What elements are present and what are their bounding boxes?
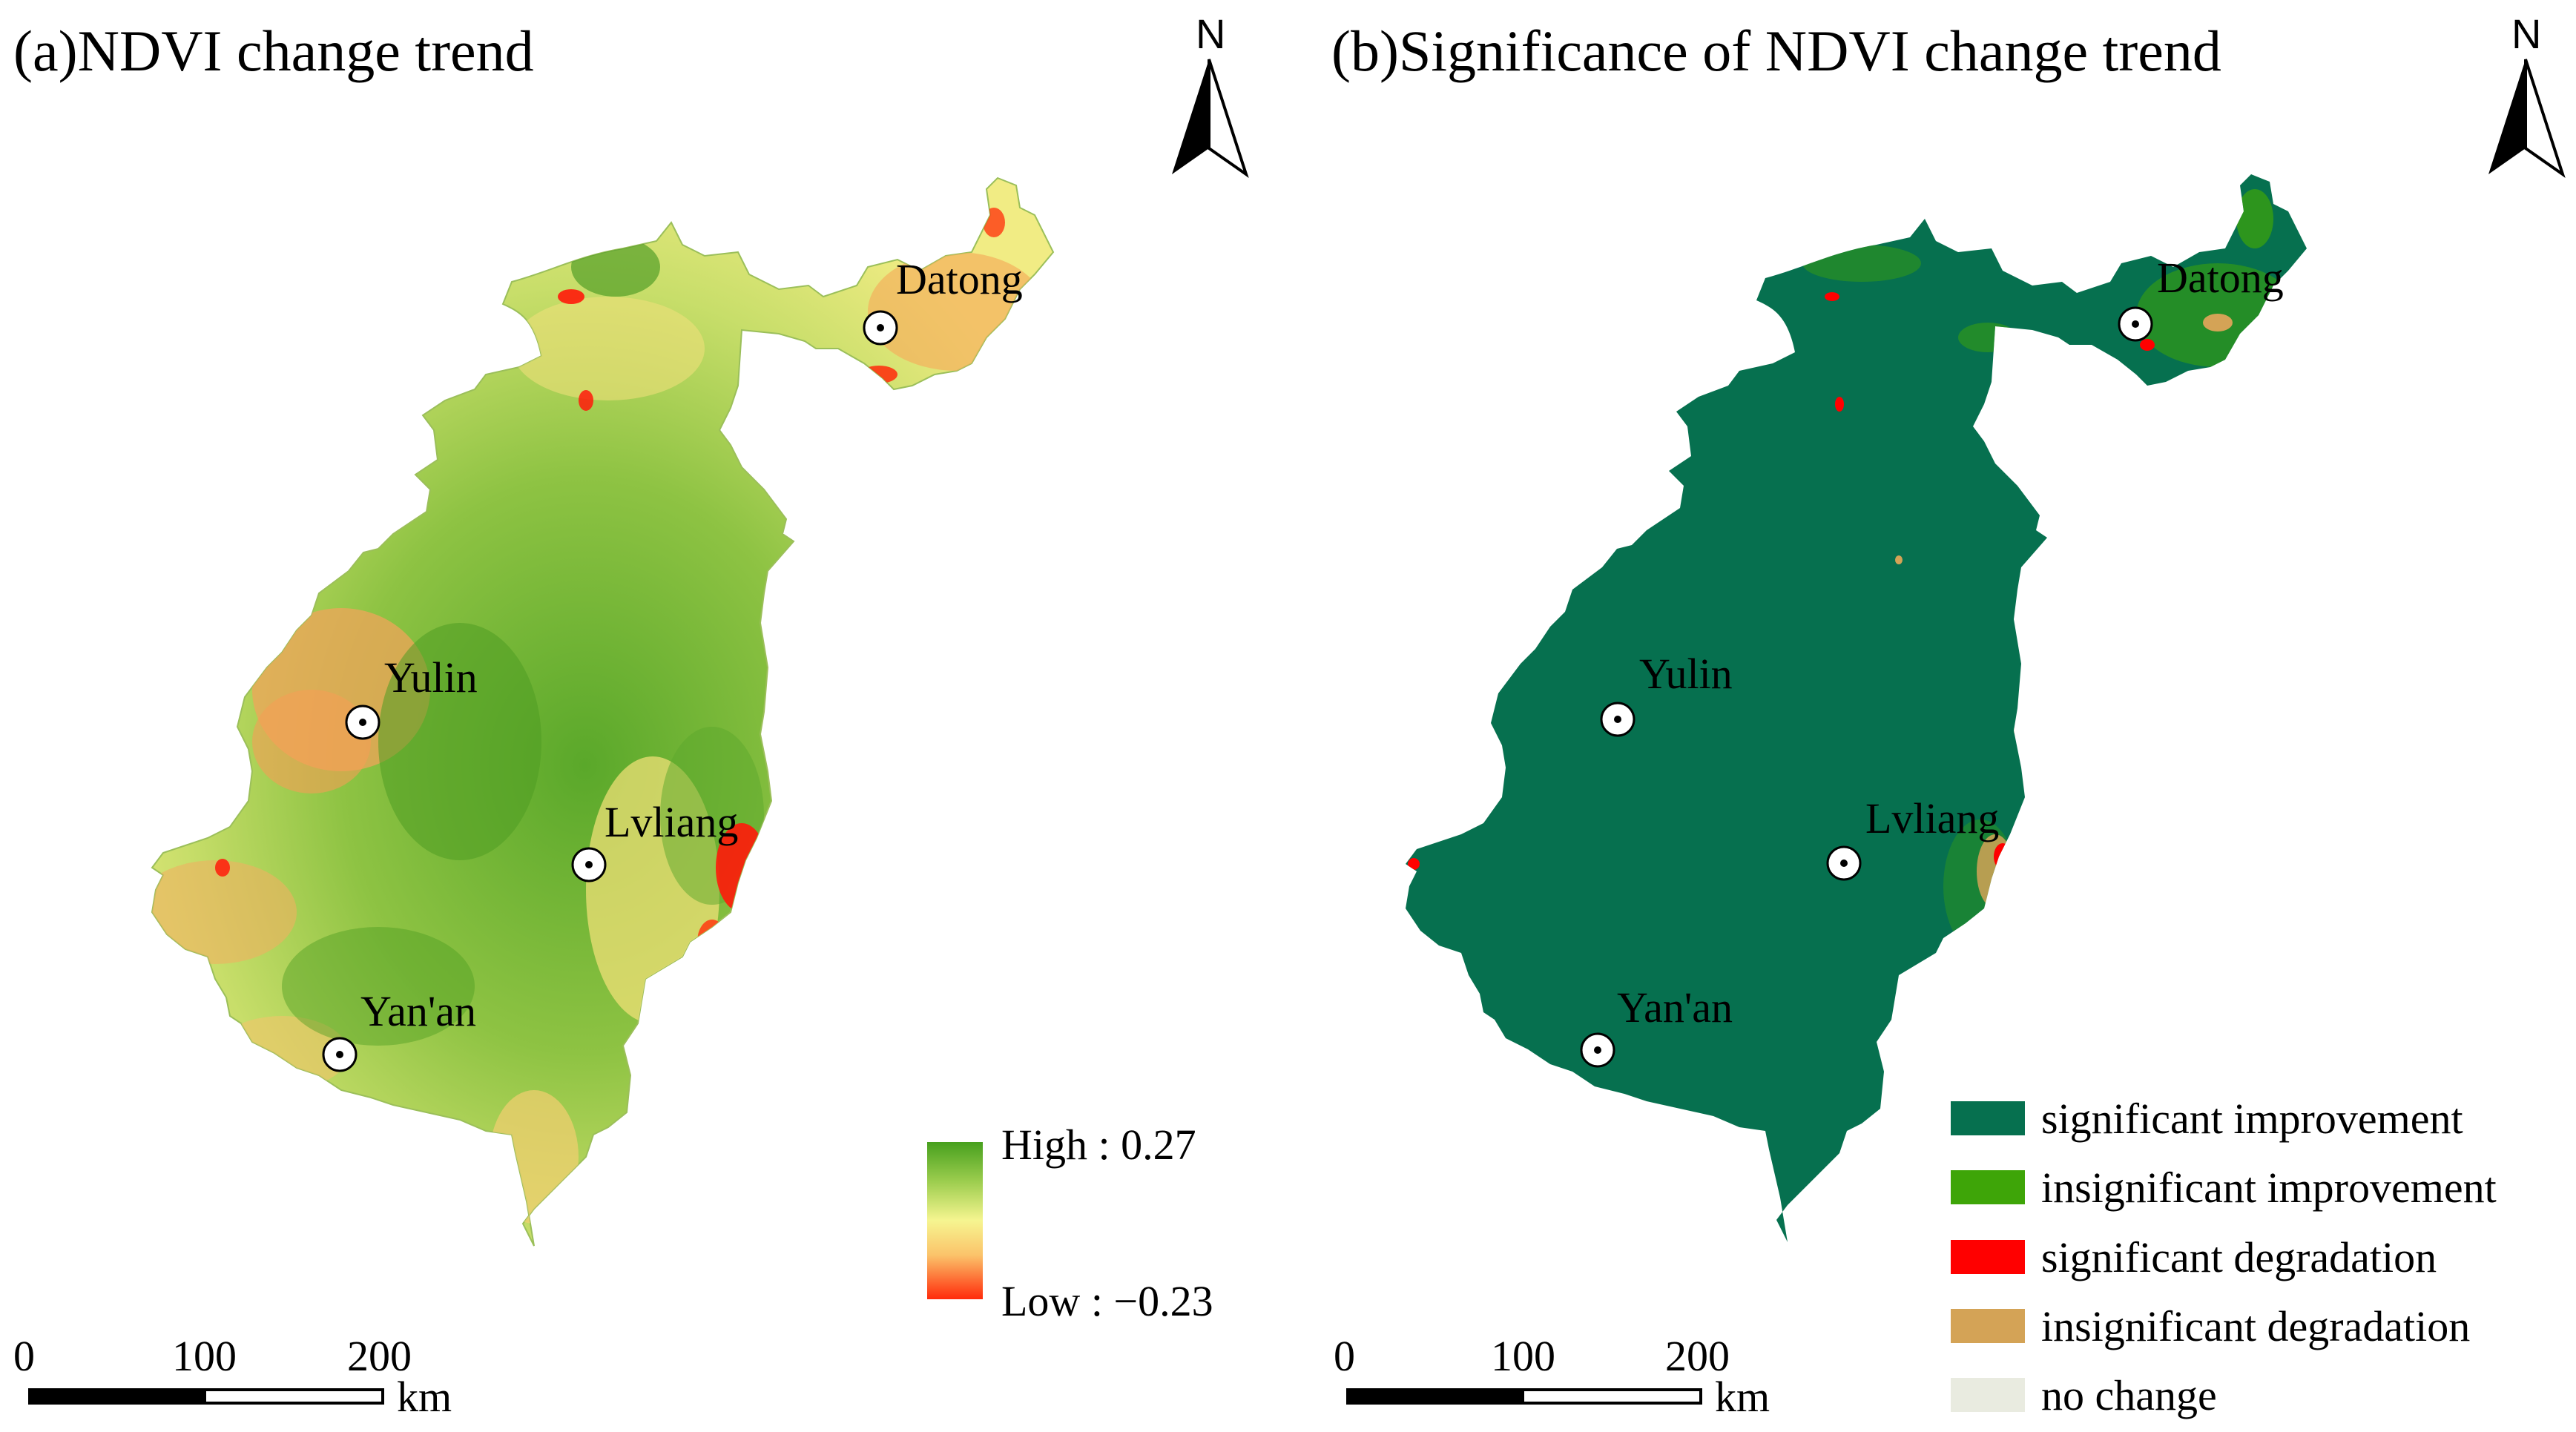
ndvi-trend-map [151,177,1054,1247]
city-label-yanan: Yan'an [360,987,477,1035]
city-label-yulin: Yulin [384,653,478,702]
scale-unit: km [1715,1373,1770,1421]
city-marker-icon [1600,702,1635,737]
city-label-lvliang: Lvliang [605,798,739,846]
city-marker-icon [1580,1032,1615,1068]
significance-map [1406,174,2307,1242]
legend-label: significant improvement [2041,1095,2463,1143]
city-marker-icon [345,705,381,740]
scale-unit: km [397,1373,452,1421]
legend-label: no change [2041,1371,2217,1419]
city-label-datong: Datong [896,255,1023,303]
scale-tick-0: 0 [13,1332,35,1380]
scale-bar [1346,1388,1702,1405]
city-label-lvliang: Lvliang [1865,794,2000,842]
city-marker-icon [571,847,607,882]
north-letter: N [2511,10,2542,57]
legend-swatch-significant-degradation [1951,1240,2025,1274]
city-marker-icon [863,310,898,346]
scale-tick-100: 100 [172,1332,237,1380]
ramp-low-label: Low : −0.23 [1001,1277,1213,1325]
north-letter: N [1196,10,1226,57]
scale-tick-200: 200 [347,1332,412,1380]
ndvi-color-ramp [927,1142,983,1299]
city-label-datong: Datong [2157,254,2284,302]
legend-swatch-significant-improvement [1951,1101,2025,1135]
scale-tick-0: 0 [1334,1332,1355,1380]
legend-label: insignificant improvement [2041,1164,2497,1212]
ramp-high-label: High : 0.27 [1001,1121,1196,1169]
city-marker-icon [322,1037,358,1072]
scale-tick-100: 100 [1491,1332,1555,1380]
panel-a-title: (a)NDVI change trend [13,19,534,83]
north-arrow-icon [1172,59,1249,179]
north-arrow-icon [2488,59,2566,179]
city-label-yulin: Yulin [1639,650,1733,698]
legend-label: significant degradation [2041,1233,2437,1281]
panel-b-title: (b)Significance of NDVI change trend [1331,19,2221,83]
scale-bar [28,1388,384,1405]
legend-label: insignificant degradation [2041,1302,2471,1350]
city-marker-icon [2118,306,2153,342]
legend-swatch-insignificant-degradation [1951,1309,2025,1343]
city-marker-icon [1826,845,1862,881]
scale-tick-200: 200 [1665,1332,1730,1380]
legend-swatch-insignificant-improvement [1951,1170,2025,1204]
legend-swatch-no-change [1951,1378,2025,1412]
city-label-yanan: Yan'an [1617,983,1733,1032]
